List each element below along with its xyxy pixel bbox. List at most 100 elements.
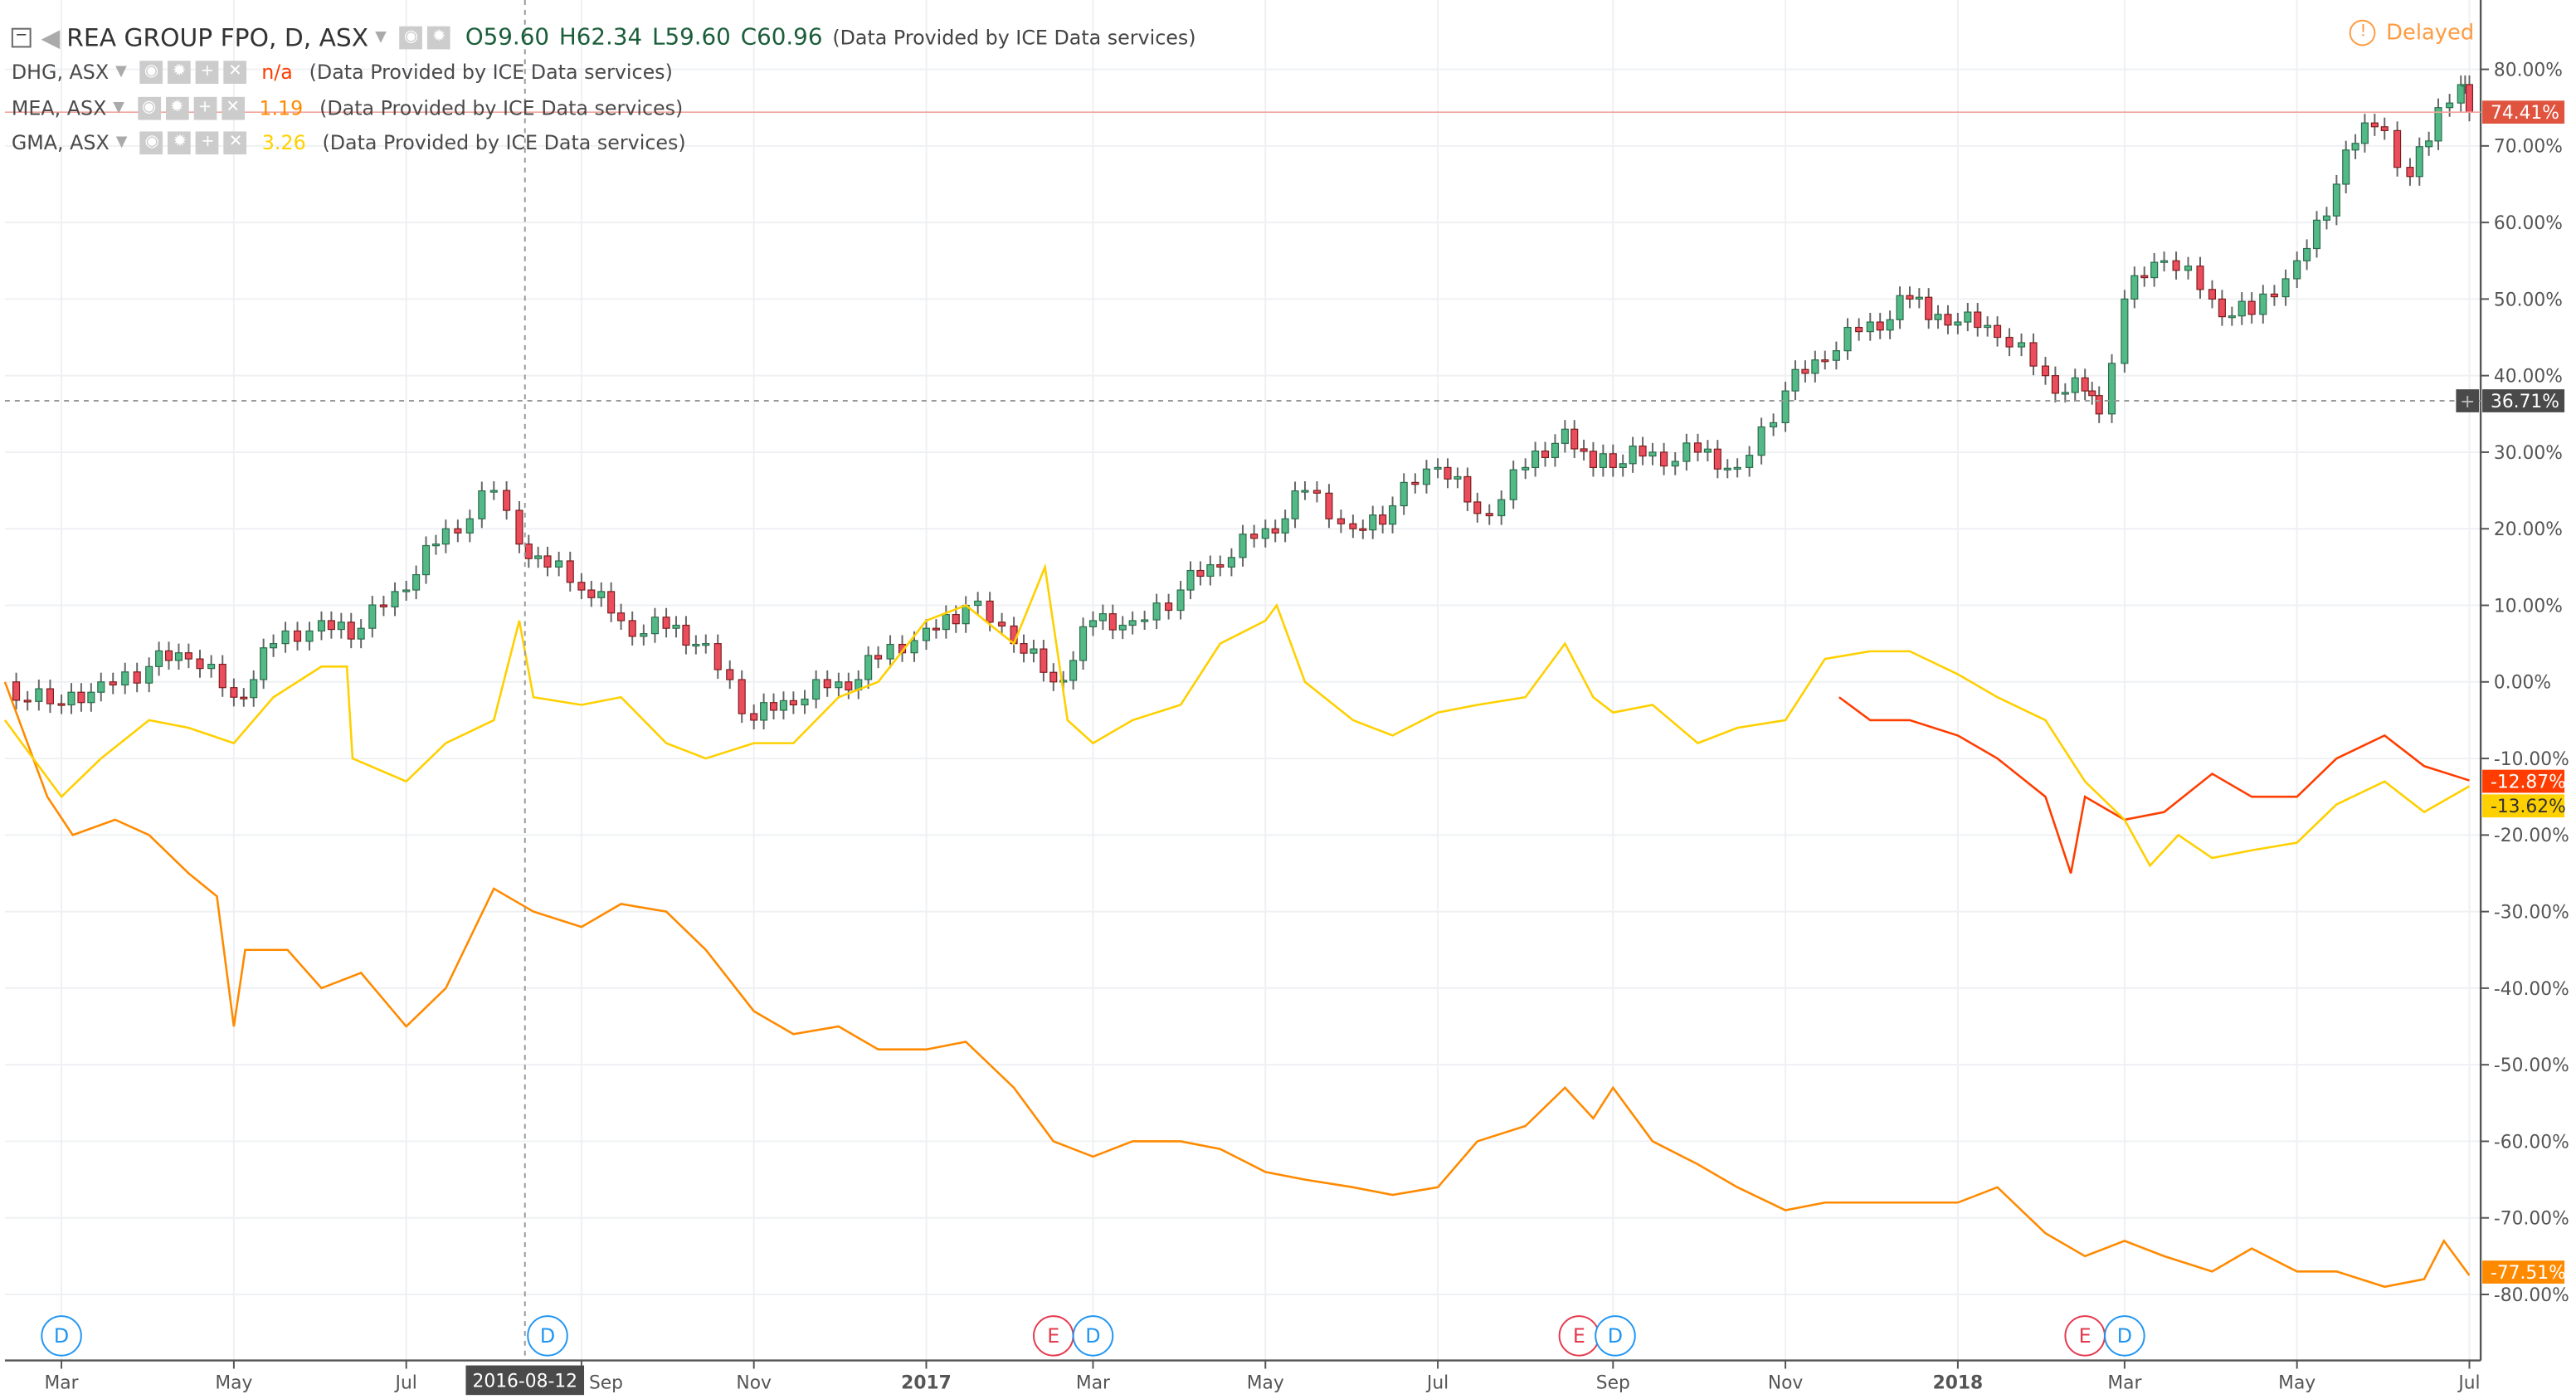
compare-symbol[interactable]: DHG, ASX (11, 61, 110, 85)
candle (503, 490, 511, 511)
candle (2322, 215, 2330, 221)
close-icon[interactable]: ✕ (221, 96, 245, 120)
last-value-label: -13.62% (2491, 797, 2566, 817)
dividend-marker[interactable] (2104, 1315, 2145, 1357)
candle (1599, 453, 1607, 469)
dividend-marker[interactable] (41, 1315, 82, 1357)
candle (1312, 490, 1321, 494)
candle (932, 627, 940, 631)
candle (1337, 518, 1345, 524)
candle (67, 691, 75, 706)
candle (2247, 300, 2256, 315)
candle (1791, 368, 1799, 392)
x-tick-label: Jul (1425, 1372, 1449, 1393)
eye-icon[interactable]: ◉ (137, 96, 161, 120)
candle (2107, 363, 2116, 415)
candle (327, 620, 335, 631)
candle (155, 650, 163, 667)
candle (1349, 523, 1357, 529)
candle (1746, 455, 1754, 469)
eye-icon[interactable]: ◉ (140, 131, 163, 155)
candle (1141, 619, 1149, 622)
gear-icon[interactable]: ✹ (165, 96, 189, 120)
plus-icon[interactable]: + (193, 96, 217, 120)
candle (250, 679, 258, 699)
compare-symbol[interactable]: GMA, ASX (11, 131, 110, 155)
candle (597, 591, 606, 598)
dividend-marker[interactable] (527, 1315, 568, 1357)
candle (121, 671, 129, 686)
flag-icon[interactable]: ◀ (41, 22, 61, 52)
eye-icon[interactable]: ◉ (399, 26, 423, 49)
compare-value: 3.26 (261, 131, 306, 155)
delayed-badge[interactable]: ! Delayed (2350, 19, 2474, 46)
candle (835, 681, 843, 689)
candle (650, 617, 660, 635)
candle (1389, 505, 1397, 525)
candle (1281, 518, 1289, 534)
plus-icon[interactable]: + (195, 61, 219, 85)
chevron-down-icon[interactable]: ▼ (375, 29, 387, 46)
event-marker-label: D (54, 1324, 69, 1348)
candle (1186, 569, 1195, 591)
candle (2150, 261, 2159, 279)
high-value: H62.34 (558, 24, 643, 51)
candle (196, 658, 204, 670)
candle (1379, 514, 1387, 525)
candle (1915, 296, 1923, 300)
candle (1954, 321, 1962, 326)
last-value-badge (2482, 794, 2565, 818)
candle (2061, 392, 2069, 395)
candle (769, 702, 778, 711)
candle (1994, 324, 2002, 339)
candle (750, 713, 758, 721)
chevron-down-icon[interactable]: ▼ (113, 100, 125, 117)
candle (1832, 350, 1840, 361)
gear-icon[interactable]: ✹ (168, 131, 192, 155)
candle (1216, 564, 1225, 568)
dividend-marker[interactable] (1595, 1315, 1636, 1357)
provider-note: (Data Provided by ICE Data services) (322, 131, 686, 155)
candle (1944, 314, 1952, 326)
chevron-down-icon[interactable]: ▼ (115, 134, 128, 152)
candle (628, 620, 636, 637)
candle (823, 679, 831, 689)
candle (1693, 442, 1702, 453)
candle (2017, 342, 2026, 348)
main-symbol[interactable]: REA GROUP FPO, D, ASX (66, 22, 369, 52)
candle (77, 691, 85, 704)
candle (801, 698, 809, 706)
eye-icon[interactable]: ◉ (139, 61, 163, 85)
legend: − ◀ REA GROUP FPO, D, ASX ▼ ◉ ✹ O59.60 H… (11, 20, 1196, 161)
candle (952, 613, 960, 625)
provider-note: (Data Provided by ICE Data services) (832, 26, 1196, 49)
dividend-marker[interactable] (1072, 1315, 1114, 1357)
gear-icon[interactable]: ✹ (427, 26, 451, 49)
gear-icon[interactable]: ✹ (168, 61, 192, 85)
event-marker-label: D (2117, 1324, 2132, 1348)
candle (1088, 620, 1098, 627)
series-line-mea (3, 681, 2471, 1289)
candle (1522, 466, 1530, 470)
candle (2140, 275, 2149, 279)
candle (1400, 481, 1408, 507)
candle (864, 655, 873, 680)
crosshair-value-badge (2482, 389, 2565, 412)
y-tick-label: 40.00% (2494, 367, 2563, 388)
candle (1463, 475, 1472, 503)
close-icon[interactable]: ✕ (223, 61, 247, 85)
candle (2293, 260, 2301, 280)
plus-icon[interactable]: + (196, 131, 220, 155)
close-icon[interactable]: ✕ (224, 131, 247, 155)
candle (1227, 557, 1235, 568)
crosshair-plus-button[interactable] (2456, 389, 2480, 412)
compare-legend-dhg: DHG, ASX ▼ ◉ ✹ + ✕ n/a (Data Provided by ICE … (12, 55, 1196, 90)
chevron-down-icon[interactable]: ▼ (115, 64, 127, 81)
compare-symbol[interactable]: MEA, ASX (11, 96, 107, 120)
collapse-icon[interactable]: − (11, 27, 32, 47)
candle (910, 640, 918, 654)
candle (1619, 463, 1627, 469)
